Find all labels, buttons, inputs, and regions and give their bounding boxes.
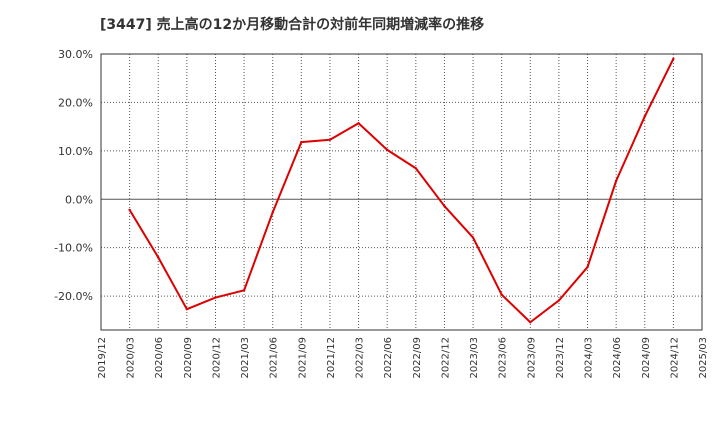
chart-title: [3447] 売上高の12か月移動合計の対前年同期増減率の推移	[100, 17, 485, 33]
x-tick-label: 2021/03	[240, 337, 251, 379]
x-tick-label: 2019/12	[97, 337, 108, 379]
data-point	[300, 140, 303, 144]
y-tick-label: -10.0%	[54, 242, 93, 255]
data-point	[414, 167, 418, 170]
data-point	[128, 208, 131, 212]
y-tick-label: 20.0%	[58, 96, 93, 109]
x-tick-label: 2022/12	[440, 337, 451, 379]
x-tick-label: 2023/03	[469, 337, 480, 379]
x-tick-label: 2021/06	[269, 337, 280, 379]
y-tick-label: -20.0%	[54, 290, 93, 303]
data-point	[643, 115, 646, 118]
x-tick-label: 2022/03	[355, 337, 366, 379]
data-point	[500, 293, 503, 296]
grid	[101, 53, 702, 330]
x-tick-label: 2025/03	[698, 337, 709, 379]
x-tick-label: 2020/09	[183, 337, 194, 379]
data-point	[242, 289, 246, 292]
data-point	[385, 148, 389, 152]
data-point	[214, 296, 217, 299]
x-tick-label: 2023/06	[498, 337, 509, 379]
data-point	[185, 307, 189, 311]
x-tick-label: 2022/06	[383, 337, 394, 379]
x-tick-label: 2024/06	[612, 337, 623, 379]
series-line	[128, 58, 675, 324]
x-tick-label: 2020/06	[154, 337, 165, 379]
x-tick-label: 2023/09	[526, 337, 537, 379]
data-point	[443, 204, 446, 208]
data-point	[557, 299, 561, 302]
data-point	[157, 256, 160, 259]
x-tick-label: 2024/09	[641, 337, 652, 379]
x-axis: 2019/12 2020/03 2020/06 2020/09 2020/12 2021/…	[97, 337, 709, 379]
x-tick-label: 2024/12	[669, 337, 680, 379]
y-tick-label: 30.0%	[58, 48, 93, 61]
series	[128, 57, 675, 324]
data-point	[586, 265, 589, 269]
data-point	[328, 138, 332, 141]
x-tick-label: 2024/03	[584, 337, 595, 379]
x-tick-label: 2022/09	[412, 337, 423, 379]
data-point	[529, 321, 532, 324]
data-point	[357, 122, 360, 125]
x-tick-label: 2021/12	[326, 337, 337, 379]
x-tick-label: 2020/12	[211, 337, 222, 379]
plot-frame	[100, 53, 703, 331]
data-point	[672, 57, 675, 61]
y-tick-label: 10.0%	[58, 145, 93, 158]
data-point	[614, 179, 618, 183]
y-axis: 30.0% 20.0% 10.0% 0.0% -10.0% -20.0%	[54, 48, 93, 303]
y-tick-label: 0.0%	[65, 193, 93, 206]
x-tick-label: 2023/12	[555, 337, 566, 379]
data-point	[471, 236, 475, 239]
data-point	[271, 211, 274, 214]
x-tick-label: 2021/09	[297, 337, 308, 379]
x-tick-label: 2020/03	[126, 337, 137, 379]
